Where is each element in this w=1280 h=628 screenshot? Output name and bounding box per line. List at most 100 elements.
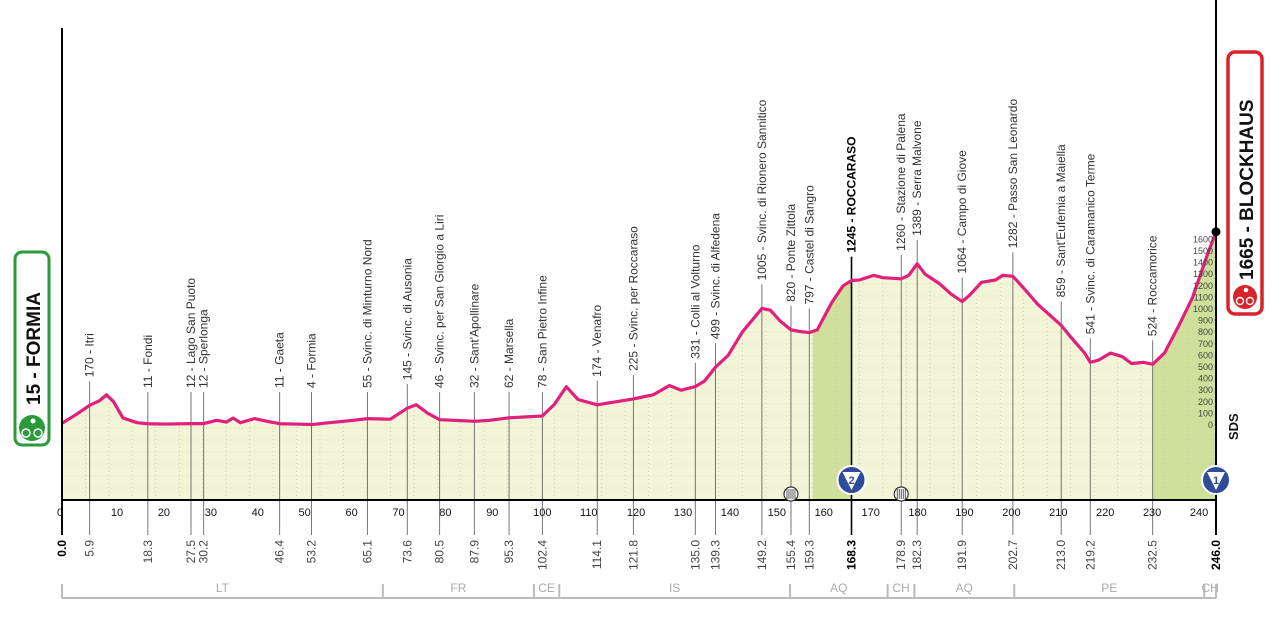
x-tick-label: 170 <box>861 507 879 519</box>
km-label: 5.9 <box>83 540 97 557</box>
waypoint-label: 4 - Formia <box>305 333 319 388</box>
km-label: 121.8 <box>626 540 640 570</box>
waypoint-label: 11 - Fondi <box>141 335 155 388</box>
km-label: 46.4 <box>273 540 287 564</box>
x-tick-label: 140 <box>721 507 739 519</box>
km-label: 246.0 <box>1209 540 1223 570</box>
km-label: 73.6 <box>400 540 414 564</box>
x-tick-label: 50 <box>299 507 311 519</box>
elevation-tick-label: 1600 <box>1193 234 1213 244</box>
region-label: CH <box>1201 581 1218 595</box>
waypoint-label: 170 - Itri <box>83 333 97 377</box>
kom-marker-icon: 1 <box>1201 465 1231 495</box>
waypoint-label: 174 - Venafro <box>590 304 604 376</box>
bike-wheel <box>1245 296 1255 306</box>
km-label: 53.2 <box>305 540 319 564</box>
waypoint-label: 524 - Roccamorice <box>1146 235 1160 336</box>
waypoint-label: 62 - Marsella <box>502 318 516 388</box>
elevation-tick-label: 1200 <box>1193 281 1213 291</box>
x-tick-label: 200 <box>1002 507 1020 519</box>
kom-category: 1 <box>1213 475 1219 487</box>
x-tick-label: 230 <box>1143 507 1161 519</box>
km-label: 219.2 <box>1083 540 1097 570</box>
km-label: 102.4 <box>535 540 549 570</box>
x-tick-label: 180 <box>908 507 926 519</box>
waypoint-label: 499 - Svinc. di Alfedena <box>708 213 722 339</box>
start-box <box>13 250 51 447</box>
x-tick-label: 0 <box>57 507 63 519</box>
x-tick-label: 160 <box>815 507 833 519</box>
profile-line <box>61 231 1218 427</box>
waypoint-label: 1260 - Stazione di Palena <box>894 113 908 251</box>
region-label: AQ <box>830 581 847 595</box>
x-tick-label: 150 <box>768 507 786 519</box>
elevation-tick-label: 500 <box>1198 362 1213 372</box>
region-label: CE <box>538 581 555 595</box>
waypoint-label: 1005 - Svinc. di Rionero Sannitico <box>755 99 769 280</box>
elevation-tick-label: 1500 <box>1193 246 1213 256</box>
x-tick-label: 120 <box>627 507 645 519</box>
waypoint-label: 797 - Castel di Sangro <box>802 185 816 305</box>
cyclist-wheel <box>33 428 43 438</box>
km-label: 191.9 <box>955 540 969 570</box>
cyclist-wheel <box>21 428 31 438</box>
sds-label: SDS <box>1226 413 1241 440</box>
elevation-tick-label: 1400 <box>1193 258 1213 268</box>
waypoint-label: 225 - Svinc. per Roccaraso <box>626 226 640 371</box>
km-label: 95.3 <box>502 540 516 564</box>
waypoint-label: 32 - Sant'Apollinare <box>467 283 481 388</box>
elevation-tick-label: 100 <box>1198 408 1213 418</box>
region-label: CH <box>892 581 909 595</box>
elevation-tick-label: 600 <box>1198 350 1213 360</box>
x-tick-label: 220 <box>1096 507 1114 519</box>
x-tick-label: 90 <box>486 507 498 519</box>
waypoint-label: 145 - Svinc. di Ausonia <box>400 258 414 380</box>
elevation-tick-label: 200 <box>1198 397 1213 407</box>
km-label: 155.4 <box>784 540 798 570</box>
km-label: 178.9 <box>894 540 908 570</box>
waypoint-label: 1282 - Passo San Leonardo <box>1006 99 1020 249</box>
km-label: 149.2 <box>755 540 769 570</box>
km-label: 135.0 <box>688 540 702 570</box>
finish-box <box>1226 50 1264 316</box>
finish-label-box: 1665 - BLOCKHAUS <box>1226 50 1264 316</box>
kom-category: 2 <box>848 475 854 487</box>
sprint-marker-icon <box>893 486 909 502</box>
waypoint-label: 1064 - Campo di Giove <box>955 150 969 274</box>
bike-wheel <box>1235 296 1245 306</box>
sprint-marker-icon <box>783 486 799 502</box>
km-label: 232.5 <box>1146 540 1160 570</box>
x-tick-label: 130 <box>674 507 692 519</box>
km-label: 114.1 <box>590 540 604 569</box>
km-label: 159.3 <box>802 540 816 570</box>
elevation-tick-label: 900 <box>1198 316 1213 326</box>
x-tick-label: 190 <box>955 507 973 519</box>
region-label: PE <box>1101 581 1117 595</box>
elevation-tick-label: 300 <box>1198 385 1213 395</box>
waypoint-label: 55 - Svinc. di Minturno Nord <box>360 239 374 388</box>
waypoint-label: 1245 - ROCCARASO <box>845 137 859 253</box>
x-tick-label: 210 <box>1049 507 1067 519</box>
waypoint-label: 859 - Sant'Eufemia a Maiella <box>1054 144 1068 297</box>
elevation-tick-label: 1000 <box>1193 304 1213 314</box>
waypoint-label: 820 - Ponte Zittola <box>784 203 798 301</box>
km-label: 65.1 <box>360 540 374 564</box>
waypoint-label: 78 - San Pietro Infine <box>535 275 549 388</box>
climb-segment <box>1152 231 1216 501</box>
waypoint-label: 541 - Svinc. di Caramanico Terme <box>1083 153 1097 334</box>
profile-area <box>62 231 1216 501</box>
x-tick-label: 10 <box>111 507 123 519</box>
waypoint-label: 331 - Colli al Volturno <box>688 244 702 358</box>
x-tick-label: 70 <box>392 507 404 519</box>
waypoint-label: 1389 - Serra Malvone <box>910 120 924 236</box>
kom-marker-icon: 2 <box>836 465 867 495</box>
cyclist-icon <box>19 415 45 441</box>
x-tick-label: 40 <box>252 507 264 519</box>
cyclist-head <box>30 418 36 424</box>
km-label: 87.9 <box>467 540 481 564</box>
kom-triangle <box>1207 472 1225 490</box>
region-label: LT <box>216 581 230 595</box>
km-label: 139.3 <box>708 540 722 570</box>
region-label: AQ <box>956 581 973 595</box>
start-label-box: 15 - FORMIA <box>13 250 51 447</box>
